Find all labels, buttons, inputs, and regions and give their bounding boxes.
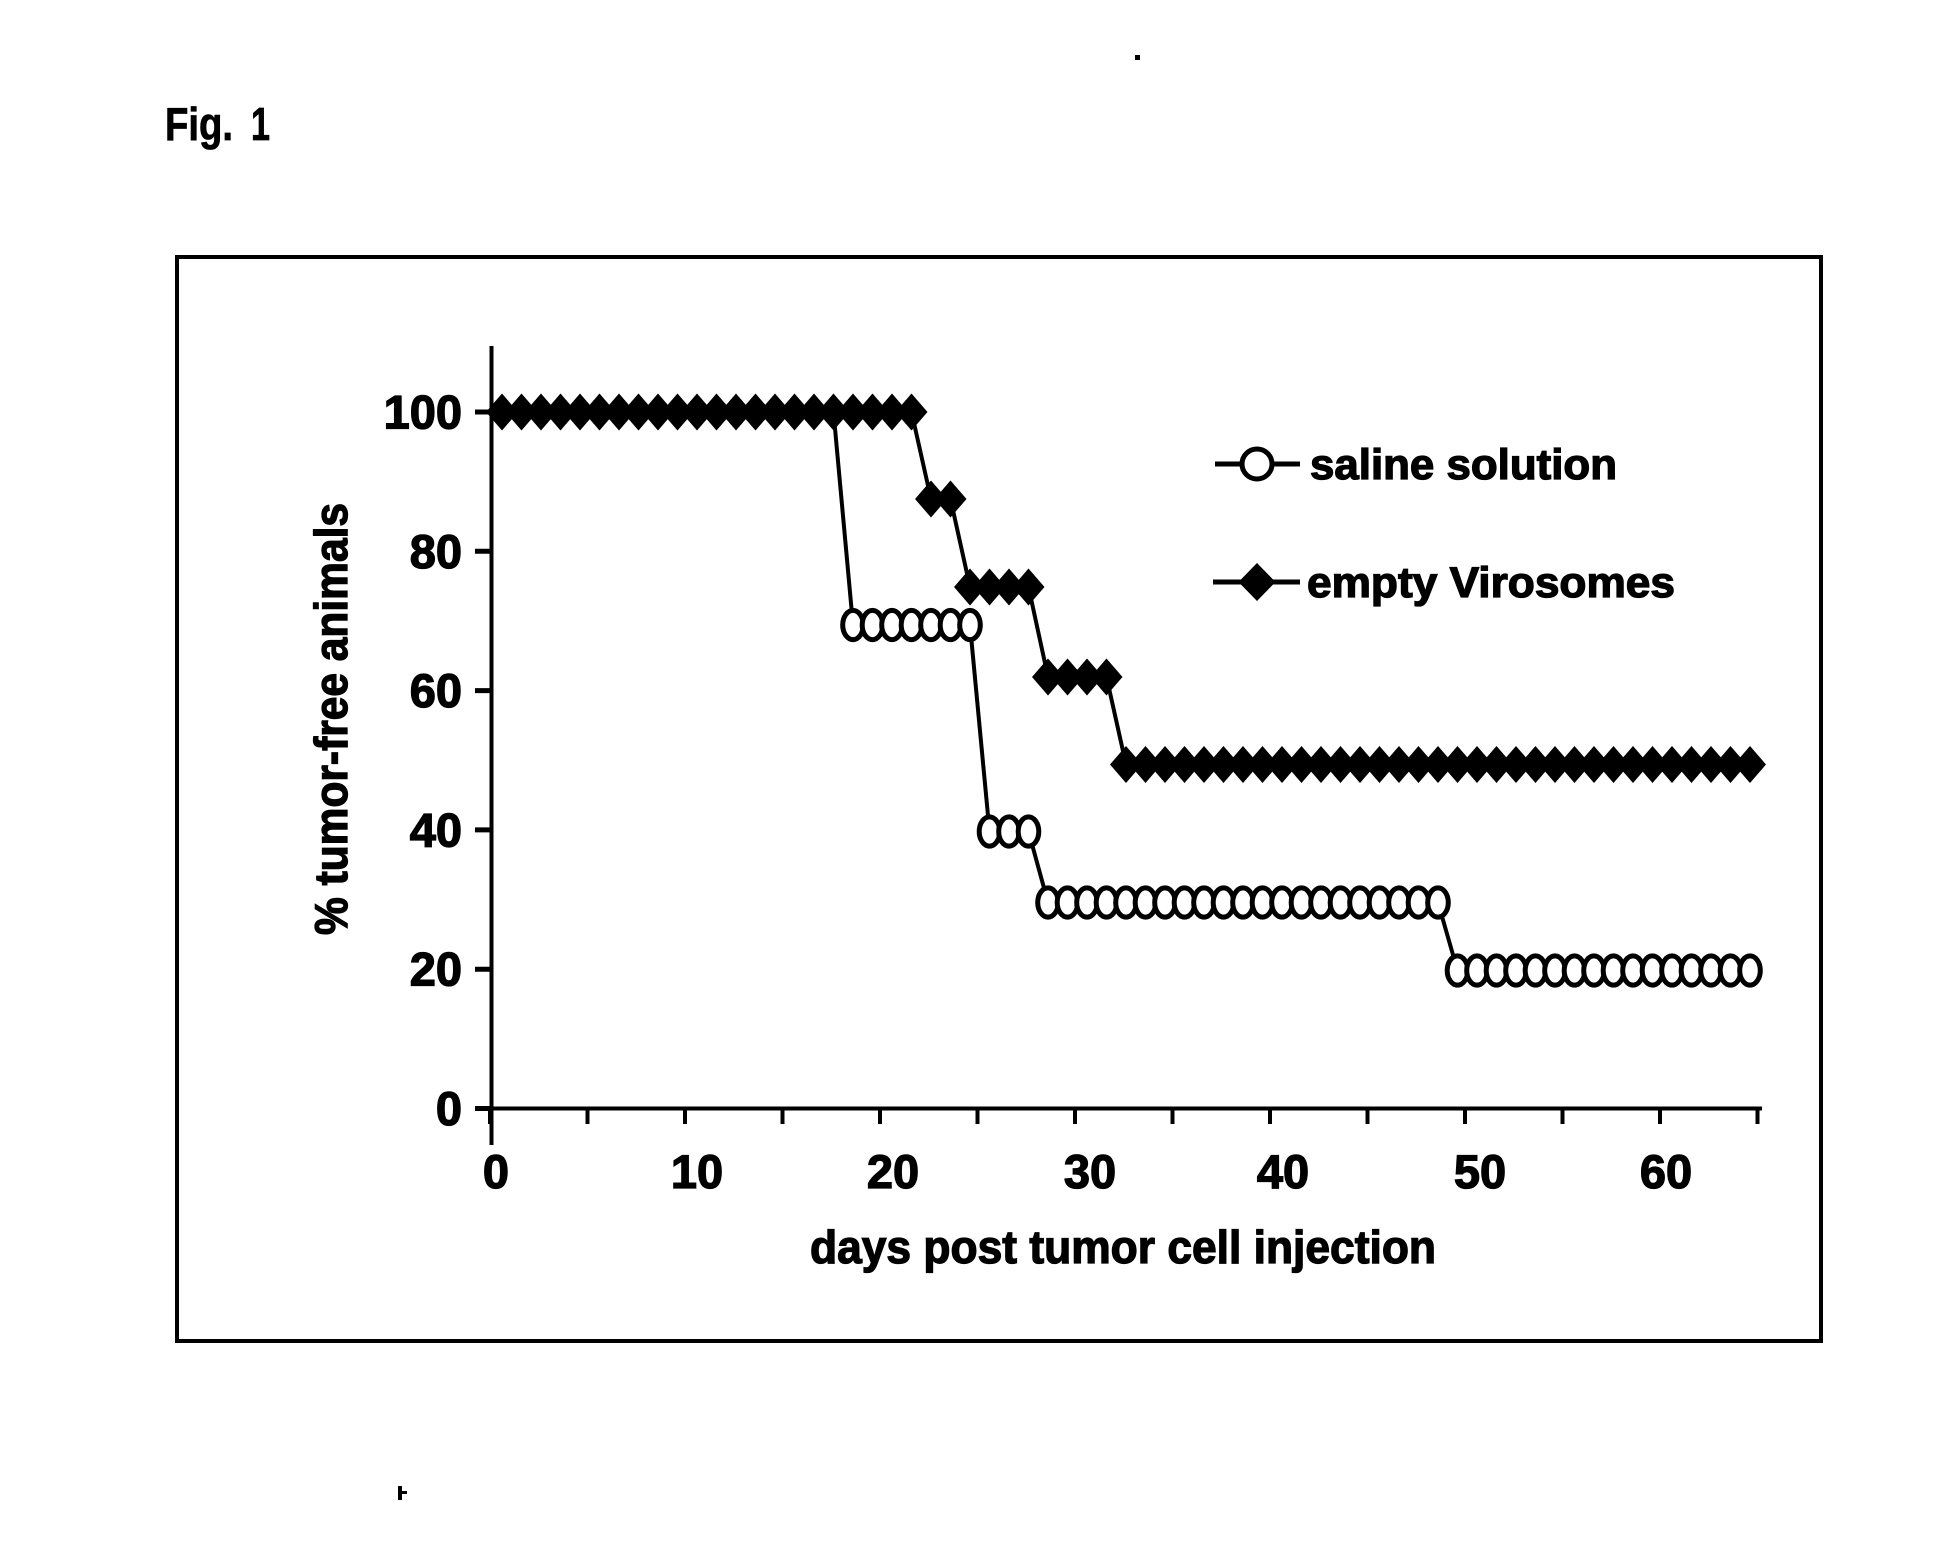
svg-text:40: 40	[1257, 1145, 1309, 1198]
svg-text:days post tumor cell injection: days post tumor cell injection	[810, 1221, 1436, 1273]
svg-text:50: 50	[1454, 1145, 1506, 1198]
svg-text:100: 100	[384, 386, 462, 439]
svg-text:Fig.: Fig.	[165, 98, 233, 150]
svg-text:0: 0	[483, 1145, 509, 1198]
svg-text:10: 10	[671, 1145, 723, 1198]
svg-text:20: 20	[410, 943, 462, 996]
svg-text:1: 1	[251, 98, 270, 150]
svg-text:60: 60	[410, 664, 462, 717]
svg-text:30: 30	[1064, 1145, 1116, 1198]
svg-text:empty Virosomes: empty Virosomes	[1307, 559, 1675, 607]
svg-text:60: 60	[1640, 1145, 1692, 1198]
svg-text:% tumor-free animals: % tumor-free animals	[305, 503, 357, 935]
svg-text:20: 20	[867, 1145, 919, 1198]
svg-text:0: 0	[436, 1082, 462, 1135]
svg-text:80: 80	[410, 525, 462, 578]
svg-text:saline solution: saline solution	[1310, 441, 1617, 489]
svg-text:40: 40	[410, 803, 462, 856]
